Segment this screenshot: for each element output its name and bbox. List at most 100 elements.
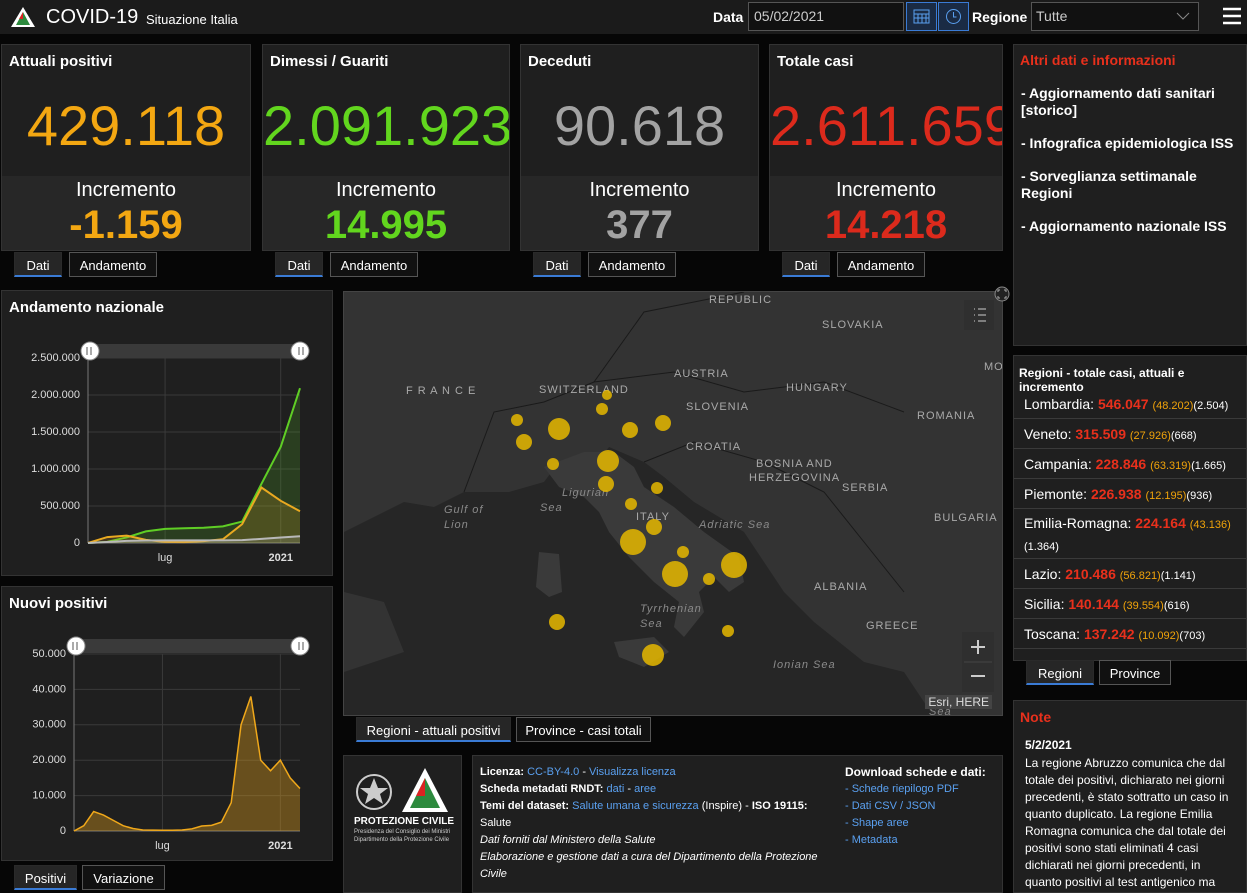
map-bubble[interactable] — [662, 561, 688, 587]
stat-card: Deceduti 90.618 Incremento 377 — [520, 44, 759, 251]
map-canvas: REPUBLIC SLOVAKIA AUSTRIA HUNGARY MOLD F R A … — [344, 292, 1002, 715]
region-row: Piemonte: 226.938 (12.195)(936) — [1014, 479, 1246, 509]
link[interactable]: - Aggiornamento dati sanitari [storico] — [1021, 85, 1215, 118]
tab[interactable]: Regioni — [1026, 660, 1094, 685]
map-bubble[interactable] — [547, 458, 559, 470]
map-bubble[interactable] — [596, 403, 608, 415]
link[interactable]: - Metadata — [845, 834, 898, 846]
tab[interactable]: Andamento — [330, 252, 418, 277]
map-label: CROATIA — [686, 441, 741, 453]
map-bubble[interactable] — [651, 482, 663, 494]
attribution: Esri, HERE — [925, 695, 992, 709]
area — [74, 696, 300, 831]
link[interactable]: dati — [606, 783, 625, 795]
tab[interactable]: Positivi — [14, 865, 77, 890]
map-bubble[interactable] — [722, 625, 734, 637]
tab[interactable]: Regioni - attuali positivi — [356, 717, 511, 742]
links-title: Altri dati e informazioni — [1020, 52, 1176, 68]
map-bubble[interactable] — [598, 476, 614, 492]
label: Temi del dataset: — [480, 800, 570, 812]
slider-handle[interactable] — [290, 636, 310, 656]
map-label: REPUBLIC — [709, 294, 772, 306]
line — [87, 535, 301, 544]
link[interactable]: - Schede riepilogo PDF — [845, 783, 959, 795]
regions-list: Lombardia: 546.047 (48.202)(2.504) Veneto… — [1014, 389, 1246, 660]
tab[interactable]: Variazione — [82, 865, 165, 890]
tab[interactable]: Andamento — [837, 252, 925, 277]
download-title: Download schede e dati: — [845, 765, 986, 779]
x-tick-label: 2021 — [268, 840, 292, 852]
link[interactable]: - Shape aree — [845, 817, 909, 829]
stat-card: Attuali positivi 429.118 Incremento -1.159 — [1, 44, 251, 251]
tab[interactable]: Province — [1099, 660, 1171, 685]
select-arrow — [1176, 12, 1190, 20]
region-total: 315.509 — [1075, 426, 1126, 442]
date-input[interactable]: 05/02/2021 — [748, 2, 904, 31]
legend-button[interactable] — [964, 300, 994, 330]
map-bubble[interactable] — [516, 434, 532, 450]
tab[interactable]: Province - casi totali — [516, 717, 651, 742]
y-tick-label: 1.500.000 — [31, 426, 80, 438]
map-bubble[interactable] — [721, 552, 747, 578]
tab[interactable]: Andamento — [69, 252, 157, 277]
link[interactable]: CC-BY-4.0 — [527, 766, 580, 778]
map-label: ROMANIA — [917, 410, 975, 422]
region-select[interactable]: Tutte — [1031, 2, 1199, 31]
slider-handle[interactable] — [290, 341, 310, 361]
map-bubble[interactable] — [620, 529, 646, 555]
text: (Inspire) - — [701, 800, 749, 812]
map-bubble[interactable] — [549, 614, 565, 630]
date-buttons[interactable] — [906, 2, 969, 32]
region-row: Veneto: 315.509 (27.926)(668) — [1014, 419, 1246, 449]
label: ISO 19115: — [751, 800, 808, 812]
y-tick-label: 2.500.000 — [31, 352, 80, 364]
y-tick-label: 50.000 — [32, 648, 66, 660]
map-bubble[interactable] — [511, 414, 523, 426]
menu-button[interactable] — [1222, 7, 1242, 25]
map-bubble[interactable] — [602, 390, 612, 400]
map-bubble[interactable] — [548, 418, 570, 440]
logo-panel: PROTEZIONE CIVILE Presidenza del Consigl… — [343, 755, 462, 893]
link[interactable]: Salute umana e sicurezza — [572, 800, 699, 812]
tab[interactable]: Andamento — [588, 252, 676, 277]
link[interactable]: Visualizza licenza — [589, 766, 676, 778]
map-label: GREECE — [866, 620, 918, 632]
link[interactable]: - Infografica epidemiologica ISS — [1021, 135, 1234, 151]
line — [73, 696, 301, 832]
slider-handle[interactable] — [80, 341, 100, 361]
tab[interactable]: Dati — [782, 252, 830, 277]
separator: - — [627, 783, 632, 795]
fullscreen-button[interactable] — [994, 286, 1010, 302]
map-bubble[interactable] — [655, 415, 671, 431]
slider-grip — [298, 347, 304, 355]
region-row: Lazio: 210.486 (56.821)(1.141) — [1014, 559, 1246, 589]
region-increment: (936) — [1186, 490, 1213, 502]
map-bubble[interactable] — [703, 573, 715, 585]
tab[interactable]: Dati — [275, 252, 323, 277]
slider-handle[interactable] — [66, 636, 86, 656]
map-bubble[interactable] — [642, 644, 664, 666]
map[interactable]: REPUBLIC SLOVAKIA AUSTRIA HUNGARY MOLD F R A … — [343, 291, 1003, 716]
link[interactable]: - Aggiornamento nazionale ISS — [1021, 218, 1227, 234]
region-row: Emilia-Romagna: 224.164 (43.136) (1.364) — [1014, 509, 1246, 559]
tab[interactable]: Dati — [533, 252, 581, 277]
link[interactable]: - Sorveglianza settimanale Regioni — [1021, 168, 1197, 201]
region-name: Veneto: — [1024, 426, 1072, 442]
region-total: 228.846 — [1095, 456, 1147, 472]
region-total: 210.486 — [1065, 566, 1116, 582]
card-lower: Incremento 377 — [521, 176, 758, 250]
region-label: Regione — [972, 9, 1028, 25]
tab[interactable]: Dati — [14, 252, 62, 277]
stat-card: Dimessi / Guariti 2.091.923 Incremento 14.9… — [262, 44, 510, 251]
map-bubble[interactable] — [622, 422, 638, 438]
map-bubble[interactable] — [625, 498, 637, 510]
map-bubble[interactable] — [597, 450, 619, 472]
region-total: 226.938 — [1090, 486, 1142, 502]
map-bubble[interactable] — [646, 519, 662, 535]
link[interactable]: aree — [634, 783, 657, 795]
map-bubble[interactable] — [677, 546, 689, 558]
zoom-controls[interactable] — [962, 632, 994, 692]
link[interactable]: - Dati CSV / JSON — [845, 800, 936, 812]
map-label: F R A N C E — [406, 385, 476, 397]
y-tick-label: 10.000 — [32, 790, 66, 802]
